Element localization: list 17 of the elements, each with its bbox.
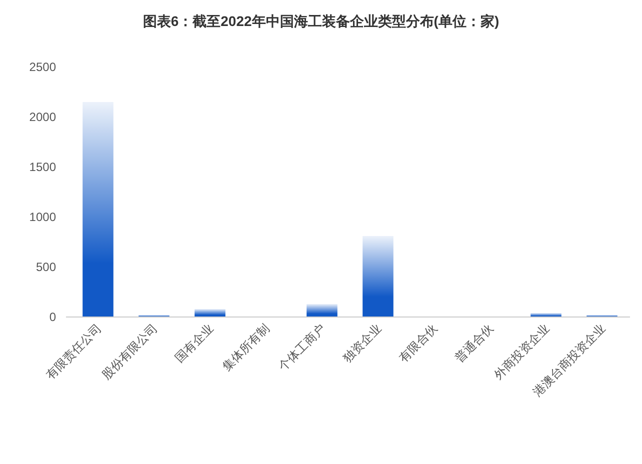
y-tick-label: 2500 [29, 60, 56, 74]
bar [362, 236, 394, 317]
x-tick-label: 普通合伙 [452, 321, 496, 366]
bar [194, 309, 226, 317]
bar [306, 304, 338, 317]
y-tick-label: 500 [36, 260, 56, 274]
x-tick-label: 个体工商户 [276, 321, 328, 374]
y-tick-label: 0 [49, 310, 56, 324]
bar [82, 102, 114, 317]
y-tick-label: 1000 [29, 210, 56, 224]
y-tick-label: 1500 [29, 160, 56, 174]
x-tick-label: 独资企业 [340, 321, 384, 366]
x-tick-label: 有限合伙 [396, 321, 440, 366]
y-tick-label: 2000 [29, 110, 56, 124]
chart-title: 图表6：截至2022年中国海工装备企业类型分布(单位：家) [142, 13, 500, 29]
x-tick-label: 国有企业 [172, 321, 216, 366]
x-tick-label: 集体所有制 [220, 321, 272, 374]
